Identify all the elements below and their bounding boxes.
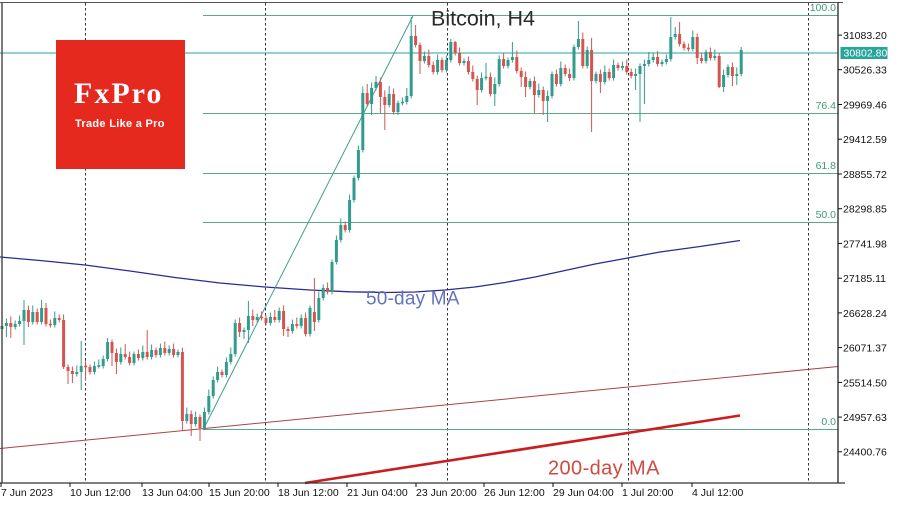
svg-text:26 Jun 12:00: 26 Jun 12:00: [484, 487, 545, 499]
svg-text:50-day MA: 50-day MA: [366, 289, 460, 310]
svg-text:4 Jul 12:00: 4 Jul 12:00: [692, 487, 744, 499]
svg-text:26071.37: 26071.37: [843, 343, 887, 355]
svg-text:28298.85: 28298.85: [843, 204, 887, 216]
svg-text:29 Jun 04:00: 29 Jun 04:00: [553, 487, 614, 499]
svg-text:21 Jun 04:00: 21 Jun 04:00: [347, 487, 408, 499]
svg-text:50.0: 50.0: [816, 209, 837, 221]
svg-text:61.8: 61.8: [816, 160, 837, 172]
svg-text:1 Jul 20:00: 1 Jul 20:00: [622, 487, 674, 499]
svg-text:25514.50: 25514.50: [843, 377, 887, 389]
svg-text:76.4: 76.4: [816, 100, 837, 112]
svg-text:24957.63: 24957.63: [843, 412, 887, 424]
svg-text:30802.80: 30802.80: [844, 47, 888, 59]
svg-text:29969.46: 29969.46: [843, 99, 887, 111]
svg-text:29412.59: 29412.59: [843, 134, 887, 146]
svg-text:100.0: 100.0: [810, 2, 836, 14]
svg-text:Bitcoin, H4: Bitcoin, H4: [431, 7, 535, 31]
svg-text:26628.24: 26628.24: [843, 308, 887, 320]
svg-text:27185.11: 27185.11: [843, 273, 886, 285]
svg-text:0.0: 0.0: [821, 416, 836, 428]
svg-text:24400.76: 24400.76: [843, 447, 887, 459]
svg-text:18 Jun 12:00: 18 Jun 12:00: [278, 487, 339, 499]
svg-text:15 Jun 20:00: 15 Jun 20:00: [209, 487, 270, 499]
svg-text:30526.33: 30526.33: [843, 65, 887, 77]
svg-text:27741.98: 27741.98: [843, 238, 887, 250]
svg-text:7 Jun 2023: 7 Jun 2023: [1, 487, 53, 499]
svg-text:23 Jun 20:00: 23 Jun 20:00: [416, 487, 477, 499]
svg-text:10 Jun 12:00: 10 Jun 12:00: [70, 487, 131, 499]
svg-text:200-day MA: 200-day MA: [548, 458, 660, 480]
svg-text:Trade Like a Pro: Trade Like a Pro: [75, 118, 165, 130]
svg-text:31083.20: 31083.20: [843, 30, 887, 42]
svg-text:FxPro: FxPro: [74, 77, 163, 110]
svg-text:13 Jun 04:00: 13 Jun 04:00: [142, 487, 203, 499]
svg-text:28855.72: 28855.72: [843, 169, 887, 181]
